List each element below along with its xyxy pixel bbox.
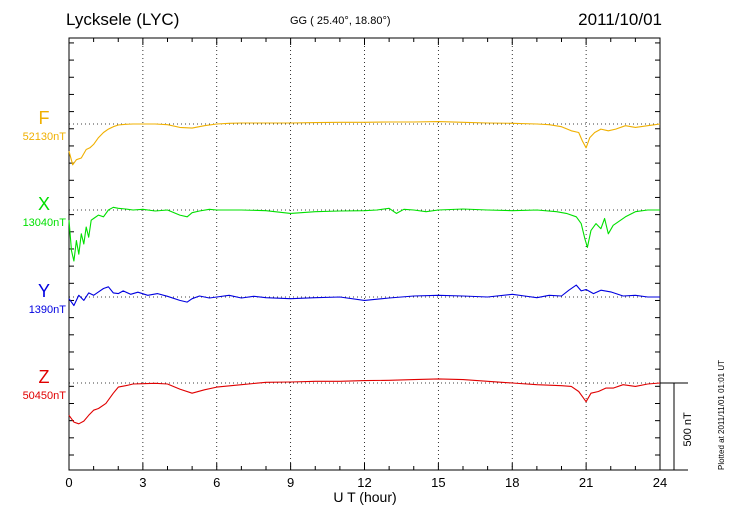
series-line-X	[68, 206, 660, 262]
series-baseline-Y: 1390nT	[29, 304, 67, 316]
x-tick-label: 9	[287, 475, 294, 490]
x-axis-label: U T (hour)	[333, 489, 396, 505]
x-tick-label: 18	[505, 475, 519, 490]
plotted-at-note: Plotted at 2011/11/01 01:01 UT	[717, 360, 726, 470]
x-tick-label: 12	[357, 475, 371, 490]
axis-ticks: 0 3 6 9 12 15 18 21 24	[65, 38, 667, 490]
series-lines	[68, 121, 661, 425]
scale-bar-label: 500 nT	[682, 412, 694, 447]
series-line-F	[68, 121, 661, 166]
x-tick-label: 15	[431, 475, 445, 490]
series-name-Z: Z	[39, 367, 50, 387]
x-tick-label: 6	[213, 475, 220, 490]
scale-bar: 500 nT	[660, 382, 694, 471]
series-line-Z	[68, 378, 661, 425]
series-baseline-X: 13040nT	[23, 217, 67, 229]
x-tick-label: 3	[139, 475, 146, 490]
x-tick-label: 24	[653, 475, 667, 490]
series-baseline-Z: 50450nT	[23, 390, 67, 402]
x-tick-label: 0	[65, 475, 72, 490]
plot-date: 2011/10/01	[578, 10, 662, 29]
series-line-Y	[68, 284, 660, 307]
series-name-X: X	[38, 194, 50, 214]
series-name-Y: Y	[38, 281, 50, 301]
station-title: Lycksele (LYC)	[66, 10, 180, 29]
series-labels: F 52130nT X 13040nT Y 1390nT Z 50450nT	[23, 108, 67, 402]
geographic-coords: GG ( 25.40°, 18.80°)	[290, 15, 391, 27]
series-baseline-F: 52130nT	[23, 131, 67, 143]
x-tick-label: 21	[579, 475, 593, 490]
series-name-F: F	[39, 108, 50, 128]
grid	[69, 38, 660, 470]
